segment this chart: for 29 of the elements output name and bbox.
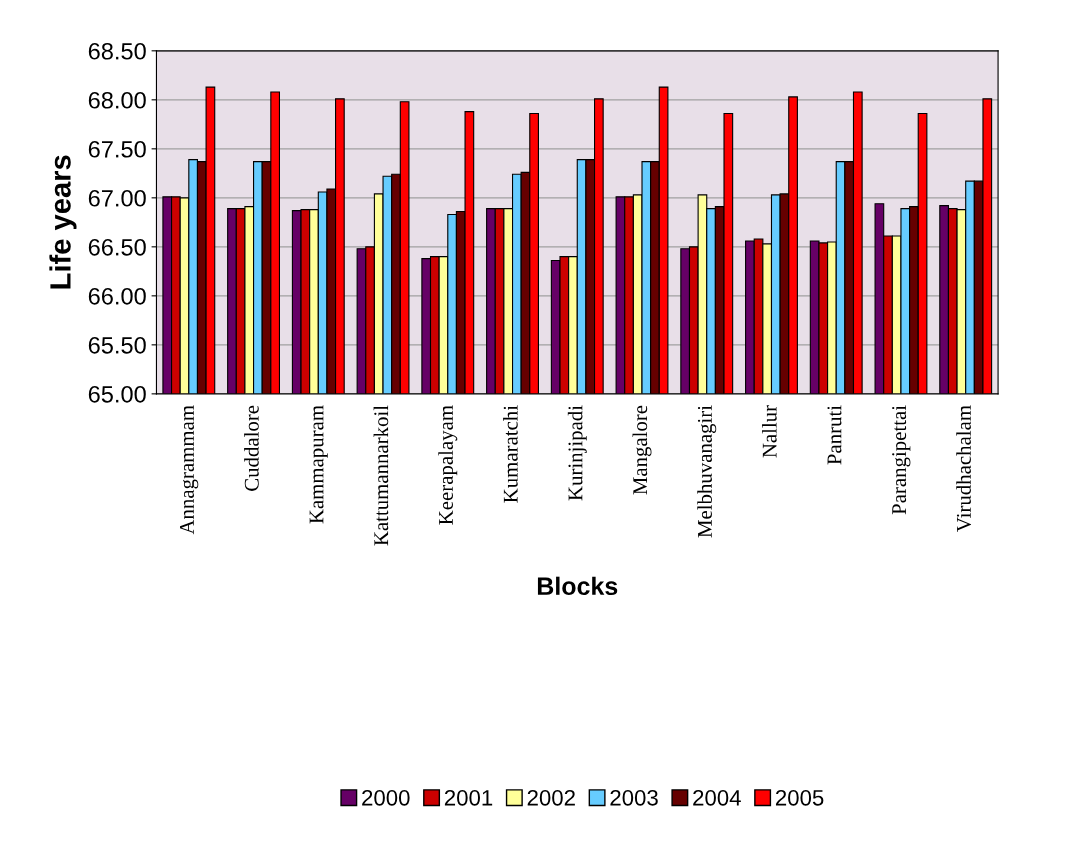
x-tick-label: Mangalore <box>632 405 652 495</box>
y-tick-label: 67.00 <box>88 189 146 207</box>
legend-label: 2003 <box>610 789 658 806</box>
y-tick-label: 68.50 <box>88 42 146 60</box>
x-tick-label: Cuddalore <box>244 405 259 491</box>
x-tick-label: Annagrammam <box>180 405 199 535</box>
y-tick-label: 66.00 <box>88 287 146 305</box>
y-tick-label: 67.50 <box>88 140 146 158</box>
legend-label: 2002 <box>527 789 575 806</box>
x-tick-label: Panruti <box>827 405 842 465</box>
y-tick-label: 65.50 <box>88 336 146 354</box>
y-tick-label: 65.00 <box>88 385 146 403</box>
x-tick-label: Keerapalayam <box>438 405 458 525</box>
x-tick-label: Kattumannarkoil <box>373 405 389 546</box>
x-tick-label: Kammapuram <box>309 405 328 524</box>
legend-label: 2001 <box>444 789 493 806</box>
y-axis-title: Life years <box>49 155 77 289</box>
x-tick-label: Kumaratchi <box>503 405 518 503</box>
x-tick-label: Parangipettai <box>892 405 911 515</box>
x-tick-label: Melbhuvanagiri <box>697 405 717 538</box>
x-tick-label: Kurinjipadi <box>567 405 587 501</box>
y-tick-label: 66.50 <box>88 238 146 256</box>
x-tick-label: Virudhachalam <box>956 405 972 532</box>
y-tick-label: 68.00 <box>88 91 146 109</box>
x-axis-title: Blocks <box>537 576 618 596</box>
x-tick-label: Nallur <box>762 405 777 458</box>
legend-label: 2005 <box>775 789 824 806</box>
legend-label: 2004 <box>693 789 741 806</box>
legend-label: 2000 <box>362 789 410 806</box>
